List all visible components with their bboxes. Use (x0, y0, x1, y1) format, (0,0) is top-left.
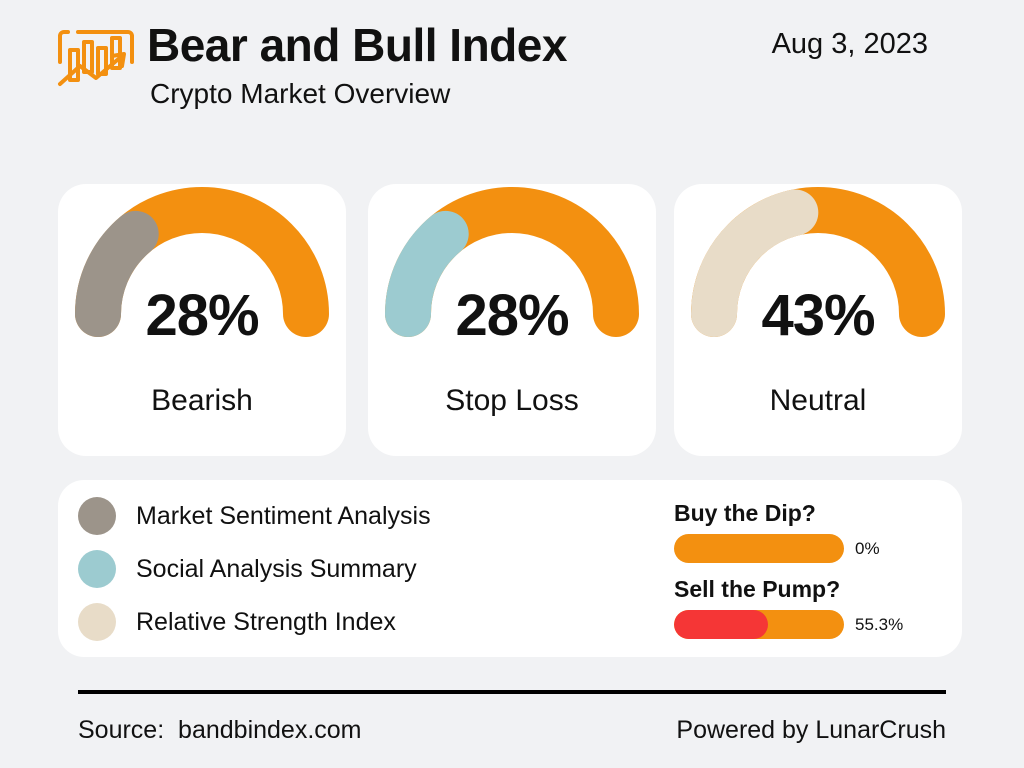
gauge-value: 28% (145, 283, 259, 348)
sell-the-pump-fill (674, 610, 768, 639)
page-title: Bear and Bull Index (147, 19, 567, 71)
legend-swatch (78, 497, 116, 535)
gauge-card-stop-loss: 28% Stop Loss (368, 184, 656, 456)
powered-by-text: Powered by LunarCrush (676, 716, 946, 744)
buy-the-dip-value: 0% (855, 539, 880, 558)
buy-the-dip-title: Buy the Dip? (674, 500, 816, 526)
gauge-chart (385, 187, 639, 337)
page-subtitle: Crypto Market Overview (150, 78, 451, 109)
gauge-chart (75, 187, 329, 337)
legend-label: Market Sentiment Analysis (136, 501, 431, 530)
date-label: Aug 3, 2023 (771, 28, 928, 60)
sell-the-pump-title: Sell the Pump? (674, 576, 841, 602)
gauge-value-arc (385, 210, 469, 337)
source-text: Source: bandbindex.com (78, 716, 362, 744)
gauge-value-arc (691, 189, 819, 337)
gauge-label: Bearish (151, 384, 253, 417)
gauge-value-arc (75, 210, 159, 337)
gauge-card-bearish: 28% Bearish (58, 184, 346, 456)
gauge-card-neutral: 43% Neutral (674, 184, 962, 456)
gauge-label: Neutral (769, 384, 867, 417)
gauge-label: Stop Loss (445, 384, 579, 417)
gauge-value: 28% (455, 283, 569, 348)
footer-divider (78, 690, 946, 694)
legend-item-social-analysis: Social Analysis Summary (78, 549, 417, 589)
legend-swatch (78, 550, 116, 588)
legend-item-market-sentiment: Market Sentiment Analysis (78, 496, 431, 536)
gauge-chart (691, 187, 945, 337)
legend-swatch (78, 603, 116, 641)
legend-label: Relative Strength Index (136, 607, 396, 636)
sell-the-pump-value: 55.3% (855, 615, 904, 634)
bar-chart-trend-icon (58, 30, 134, 86)
sell-the-pump-bar (674, 610, 844, 639)
legend-label: Social Analysis Summary (136, 554, 417, 583)
legend-panel: Market Sentiment Analysis Social Analysi… (58, 480, 962, 657)
legend-item-relative-strength: Relative Strength Index (78, 602, 396, 642)
gauge-value: 43% (761, 283, 875, 348)
buy-the-dip-bar (674, 534, 844, 563)
